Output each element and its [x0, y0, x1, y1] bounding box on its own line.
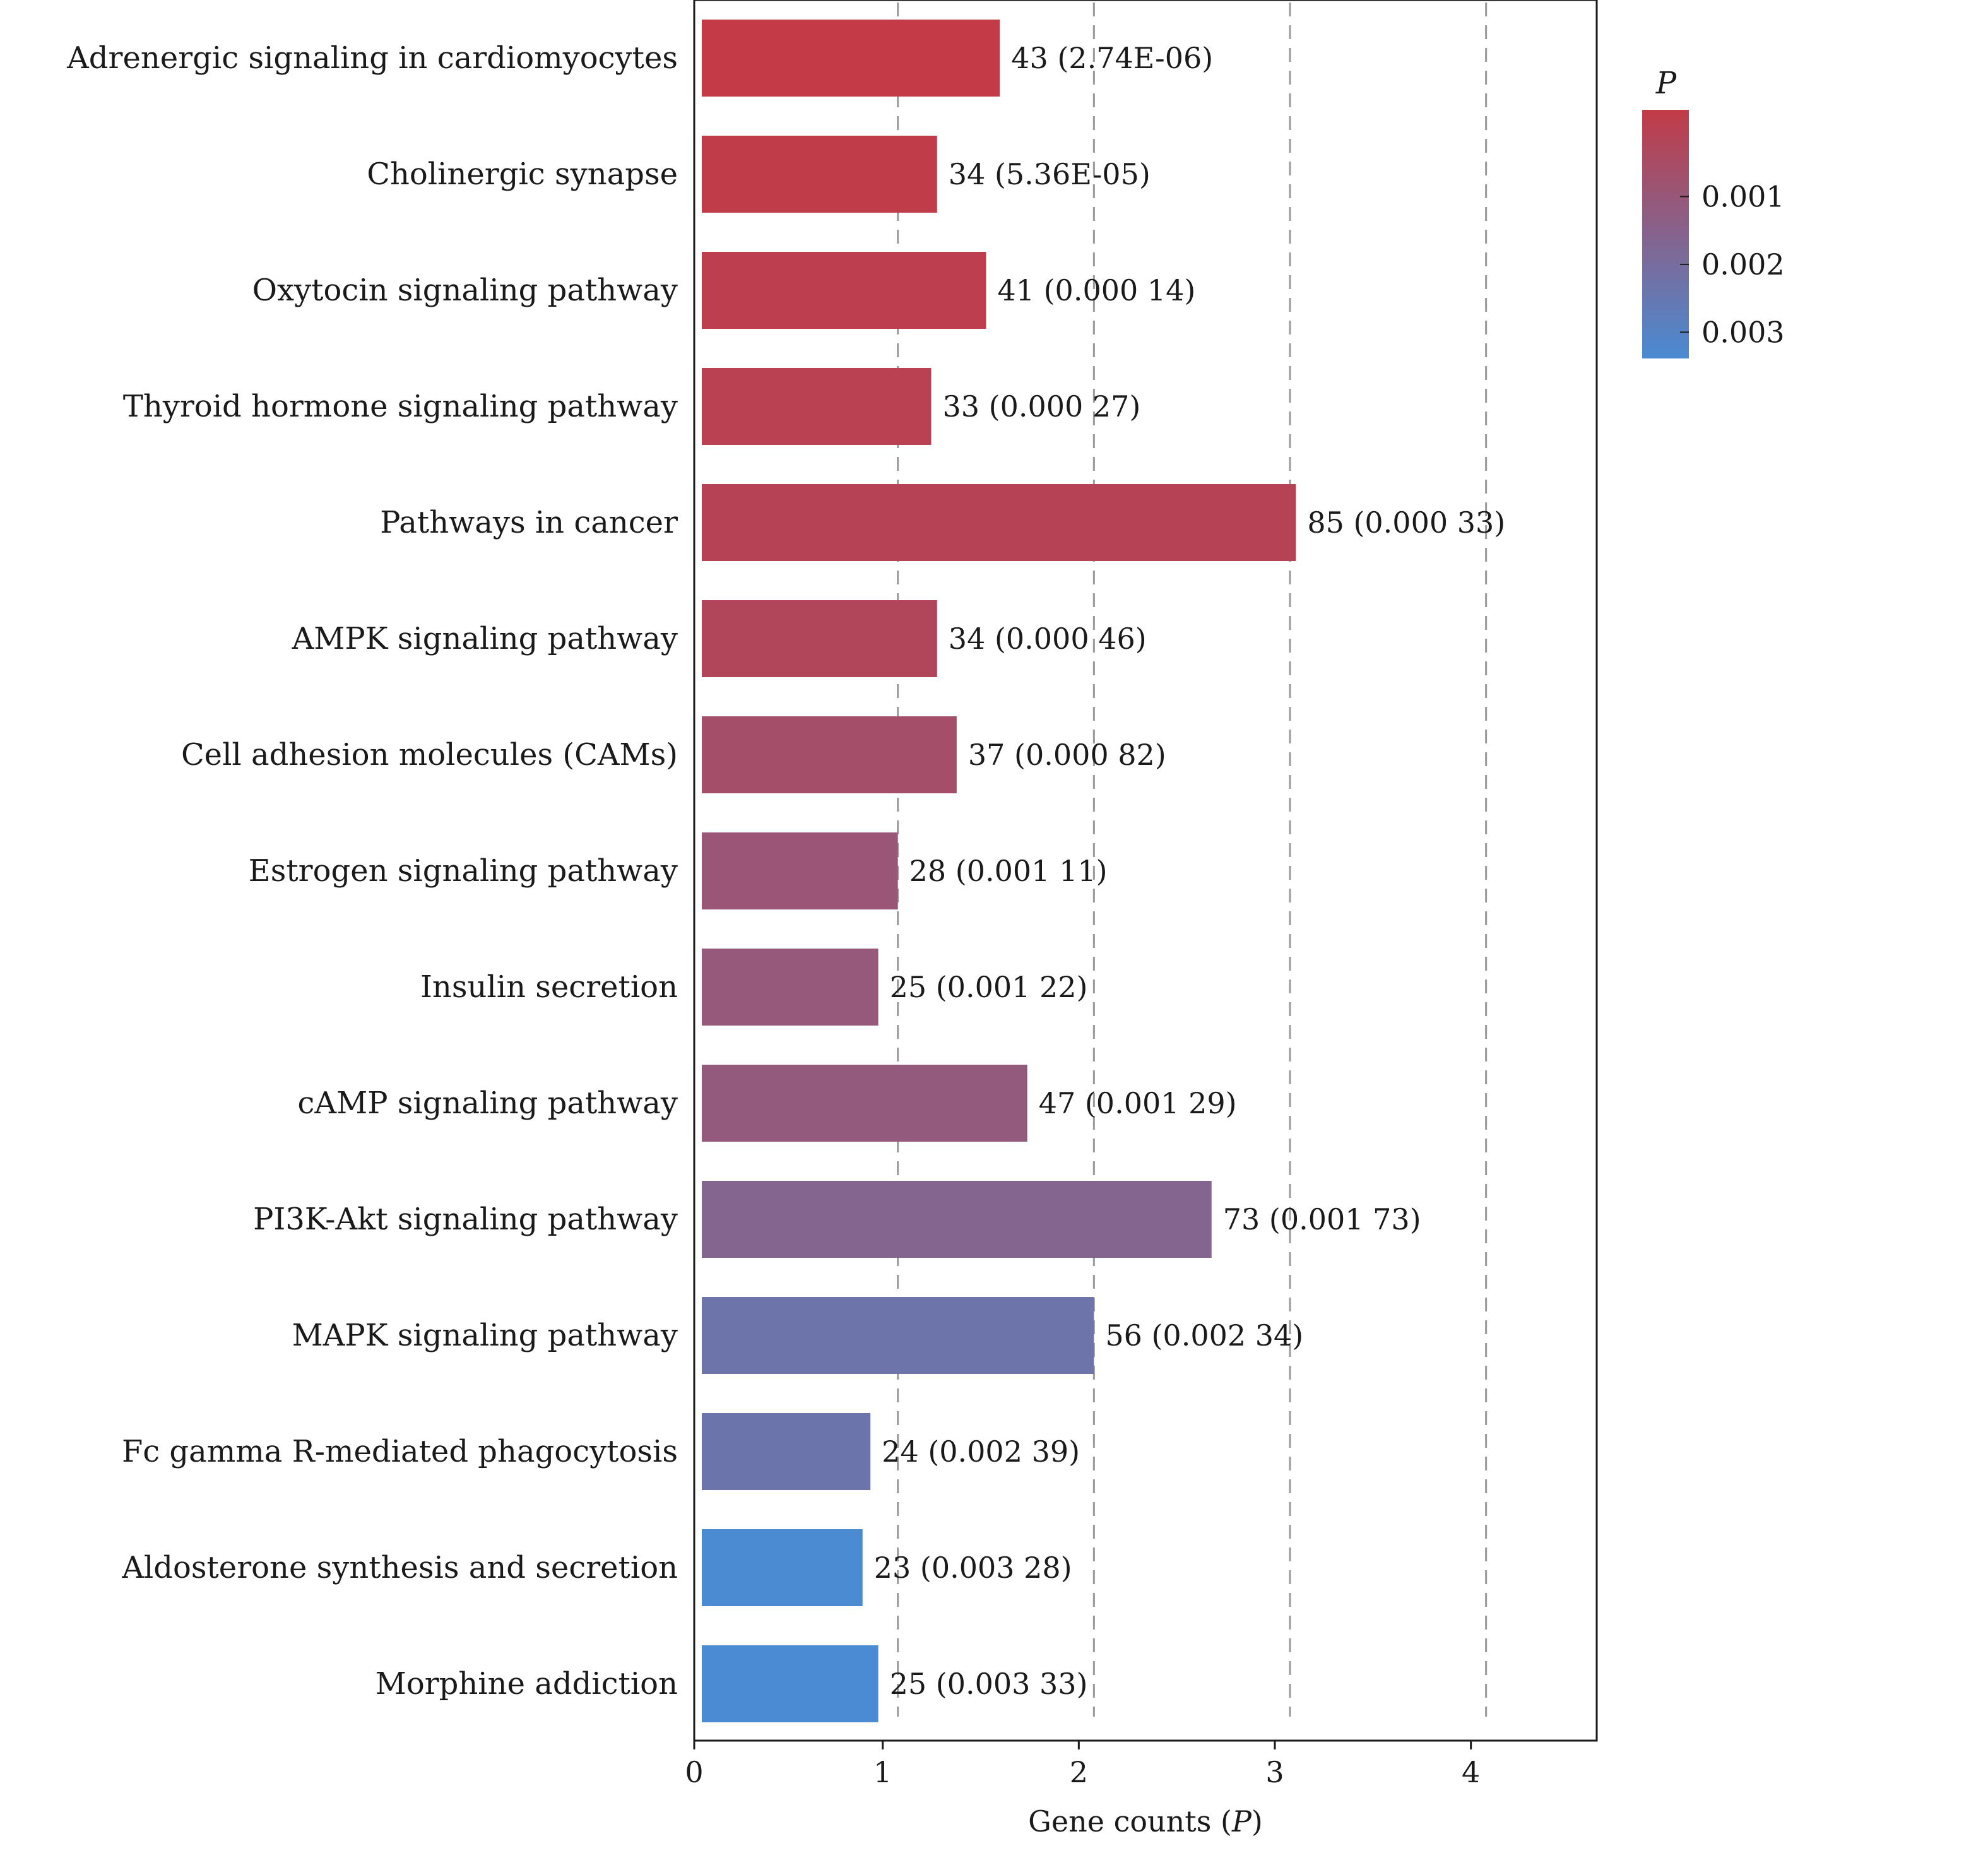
category-label-10: cAMP signaling pathway [298, 1086, 678, 1121]
category-label-12: MAPK signaling pathway [292, 1318, 678, 1353]
bar-value-label-13: 24 (0.002 39) [882, 1435, 1080, 1469]
legend-title: P [1655, 66, 1677, 101]
x-axis: 0 1 2 3 4 [685, 1741, 1480, 1789]
bar-value-label-8: 28 (0.001 11) [909, 854, 1108, 888]
category-label-8: Estrogen signaling pathway [249, 853, 678, 889]
bar-4 [702, 368, 932, 445]
color-legend: P 0.001 0.002 0.003 [1642, 66, 1785, 358]
category-label-15: Morphine addiction [376, 1666, 678, 1701]
legend-color-bar [1642, 110, 1689, 358]
bar-15 [702, 1645, 879, 1722]
x-tick-label-4: 4 [1462, 1755, 1480, 1789]
bar-value-label-4: 33 (0.000 27) [942, 389, 1140, 423]
bar-value-label-14: 23 (0.003 28) [874, 1551, 1072, 1585]
bar-6 [702, 600, 937, 677]
bar-14 [702, 1529, 863, 1606]
legend-tick-label-3: 0.003 [1701, 315, 1785, 349]
bar-value-label-1: 43 (2.74E-06) [1011, 41, 1213, 75]
bar-value-label-2: 34 (5.36E-05) [949, 157, 1151, 191]
category-labels: Adrenergic signaling in cardiomyocytes Ch… [66, 40, 678, 1701]
legend-ticks: 0.001 0.002 0.003 [1680, 179, 1785, 349]
x-tick-label-2: 2 [1070, 1755, 1088, 1789]
category-label-13: Fc gamma R-mediated phagocytosis [122, 1434, 678, 1469]
category-label-3: Oxytocin signaling pathway [252, 273, 678, 308]
bar-value-label-9: 25 (0.001 22) [890, 970, 1088, 1004]
category-label-7: Cell adhesion molecules (CAMs) [181, 737, 678, 772]
bar-12 [702, 1297, 1094, 1374]
category-label-2: Cholinergic synapse [367, 157, 678, 192]
bar-3 [702, 252, 986, 329]
bar-value-label-12: 56 (0.002 34) [1105, 1318, 1303, 1352]
category-label-14: Aldosterone synthesis and secretion [121, 1550, 678, 1585]
category-label-1: Adrenergic signaling in cardiomyocytes [66, 40, 678, 76]
x-axis-title-italic: P [1231, 1804, 1252, 1838]
bar-8 [702, 832, 898, 909]
bar-value-label-6: 34 (0.000 46) [949, 622, 1147, 656]
bar-value-label-7: 37 (0.000 82) [968, 738, 1166, 772]
bar-value-label-11: 73 (0.001 73) [1223, 1202, 1421, 1236]
x-tick-label-3: 3 [1265, 1755, 1284, 1789]
x-tick-label-0: 0 [685, 1755, 703, 1789]
bar-10 [702, 1065, 1027, 1142]
category-label-5: Pathways in cancer [380, 505, 678, 540]
bar-2 [702, 136, 937, 213]
category-label-4: Thyroid hormone signaling pathway [123, 389, 678, 424]
bar-value-label-3: 41 (0.000 14) [997, 273, 1195, 307]
category-label-9: Insulin secretion [420, 969, 678, 1005]
bar-value-label-15: 25 (0.003 33) [890, 1667, 1088, 1701]
x-tick-label-1: 1 [873, 1755, 892, 1789]
bar-9 [702, 949, 879, 1026]
bars [702, 20, 1296, 1722]
bar-value-label-10: 47 (0.001 29) [1039, 1086, 1237, 1120]
legend-tick-label-1: 0.001 [1701, 179, 1785, 213]
bar-11 [702, 1181, 1212, 1258]
x-axis-title-text: Gene counts ( [1028, 1804, 1232, 1838]
bar-value-label-5: 85 (0.000 33) [1307, 506, 1505, 540]
x-axis-title-suffix: ) [1251, 1804, 1263, 1838]
bar-value-labels: 43 (2.74E-06) 34 (5.36E-05) 41 (0.000 14) 3… [874, 41, 1505, 1701]
bar-13 [702, 1413, 871, 1490]
category-label-6: AMPK signaling pathway [292, 621, 678, 656]
bar-5 [702, 484, 1296, 561]
bar-1 [702, 20, 1000, 97]
legend-tick-label-2: 0.002 [1701, 247, 1785, 281]
bar-7 [702, 716, 957, 793]
plot-frame [693, 0, 1598, 1742]
category-label-11: PI3K-Akt signaling pathway [253, 1202, 678, 1237]
x-axis-title: Gene counts (P) [1028, 1804, 1263, 1838]
